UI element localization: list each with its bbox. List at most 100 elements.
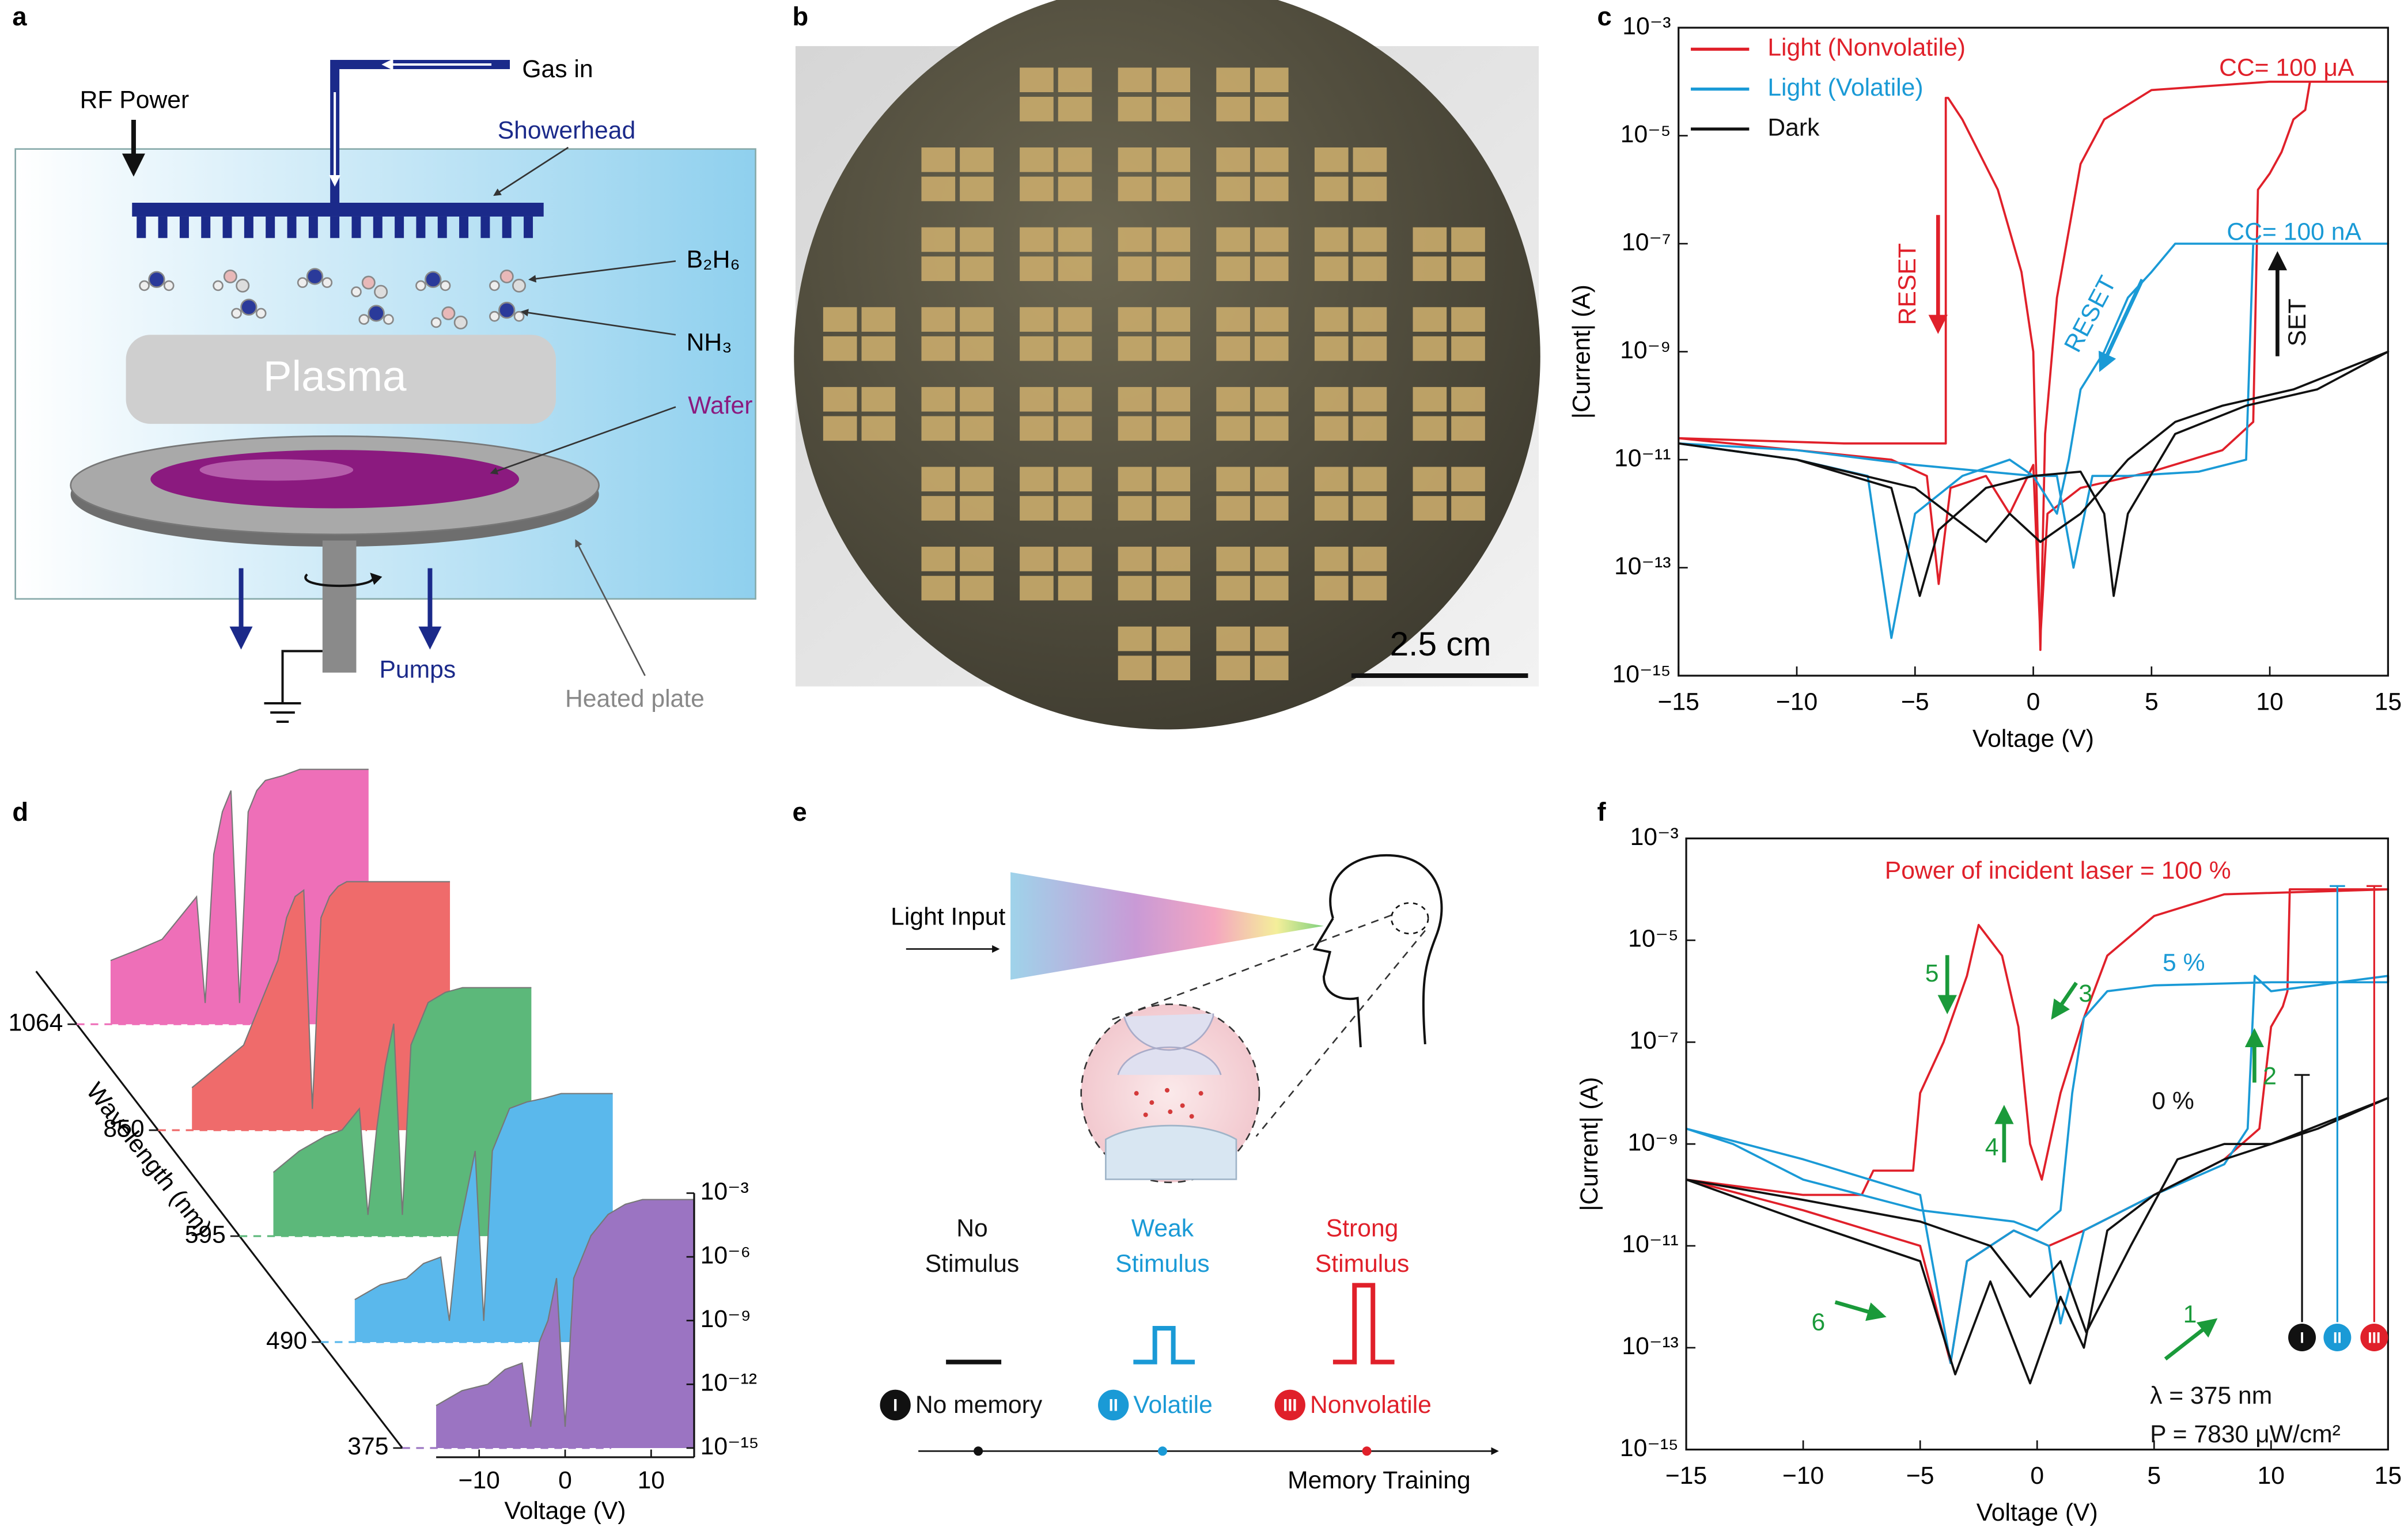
die: [1413, 336, 1447, 361]
die: [960, 496, 994, 521]
zoom-lines: [1111, 914, 1426, 1137]
die: [1353, 256, 1387, 281]
stimulus-label: Stimulus: [1315, 1250, 1410, 1278]
panel-label: a: [12, 2, 27, 31]
die: [1353, 386, 1387, 412]
die: [1058, 336, 1092, 361]
y-tick-label: 10⁻⁵: [1621, 120, 1671, 148]
die: [1156, 176, 1191, 202]
y-tick-label: 10⁻⁹: [1620, 336, 1671, 364]
marker-icon: [2323, 1324, 2352, 1352]
die: [1353, 336, 1387, 361]
die: [1254, 256, 1289, 281]
y-tick-label: 10⁻¹²: [701, 1369, 757, 1397]
die: [1413, 227, 1447, 252]
stimulus-label: Strong: [1326, 1215, 1399, 1242]
label: Plasma: [263, 351, 407, 400]
die: [1314, 227, 1349, 252]
synapse-post: [1105, 1124, 1237, 1180]
die: [1216, 256, 1250, 281]
die: [1216, 496, 1250, 521]
panel-label: d: [12, 797, 28, 827]
die: [1413, 256, 1447, 281]
die: [1216, 547, 1250, 571]
die: [1353, 147, 1387, 172]
annotation: CC= 100 μA: [2219, 54, 2354, 81]
annotation: 3: [2078, 980, 2092, 1007]
die: [1216, 307, 1250, 332]
y-tick-label: 10⁻⁵: [1628, 925, 1679, 953]
y-tick-label: 10⁻¹⁵: [1620, 1434, 1679, 1462]
die: [823, 307, 857, 332]
die: [921, 547, 956, 571]
die: [1413, 386, 1447, 412]
die: [1451, 227, 1485, 252]
annotation: P = 7830 μW/cm²: [2150, 1420, 2341, 1448]
y-tick-label: 10⁻⁹: [1628, 1128, 1679, 1156]
die: [1118, 416, 1152, 441]
die: [1058, 416, 1092, 441]
die: [823, 386, 857, 412]
x-tick-label: −5: [1906, 1462, 1934, 1490]
die: [1020, 416, 1054, 441]
die: [861, 416, 896, 441]
die: [960, 176, 994, 202]
y-tick-label: 10⁻¹¹: [1614, 444, 1671, 472]
stimulus-label: No: [956, 1215, 988, 1242]
x-tick-label: 5: [2147, 1462, 2161, 1490]
die: [1020, 336, 1054, 361]
area-fill: [436, 1199, 694, 1448]
die: [1020, 97, 1054, 122]
y-tick-label: 10⁻⁷: [1622, 228, 1671, 256]
die: [1353, 416, 1387, 441]
y-axis-label: |Current| (A): [1576, 1077, 1603, 1211]
die: [861, 386, 896, 412]
die: [1254, 386, 1289, 412]
die: [921, 147, 956, 172]
die: [960, 256, 994, 281]
die: [1156, 496, 1191, 521]
shaft: [322, 540, 357, 673]
x-tick-label: 0: [2030, 1462, 2044, 1490]
series-line: [110, 768, 369, 1003]
die: [1020, 547, 1054, 571]
die: [861, 336, 896, 361]
die: [1314, 386, 1349, 412]
die: [1353, 547, 1387, 571]
die: [1216, 67, 1250, 93]
die: [1216, 227, 1250, 252]
legend-label: Dark: [1767, 113, 1820, 141]
pointer: [493, 146, 569, 196]
annotation: 6: [1811, 1308, 1825, 1336]
memory-icon: [1274, 1389, 1305, 1420]
die: [1156, 626, 1191, 651]
die: [1254, 467, 1289, 492]
die: [1058, 147, 1092, 172]
die: [1353, 575, 1387, 601]
annotation: CC= 100 nA: [2227, 218, 2361, 246]
x-axis-label: Voltage (V): [1972, 725, 2094, 752]
stimulus-label: Weak: [1131, 1215, 1194, 1242]
memory-icon: [1098, 1389, 1129, 1420]
showerhead-teeth: [137, 216, 533, 238]
die: [1254, 307, 1289, 332]
die: [1156, 467, 1191, 492]
series-label: 0 %: [2152, 1087, 2194, 1115]
die: [1451, 496, 1485, 521]
annotation: 4: [1985, 1133, 1999, 1161]
y-axis-label: |Current| (A): [1568, 285, 1596, 419]
label: B₂H₆: [687, 246, 740, 274]
ground: [264, 650, 323, 723]
label: Heated plate: [565, 685, 705, 713]
plot-frame: [1685, 837, 2389, 1451]
label: RF Power: [80, 86, 190, 113]
series-line: [1678, 350, 2390, 597]
depth-tick-label: 850: [103, 1115, 144, 1142]
panel-b: 2.5 cm: [794, 0, 1540, 730]
x-tick-label: 15: [2375, 1462, 2402, 1490]
die: [921, 467, 956, 492]
axis-label: Memory Training: [1288, 1466, 1471, 1494]
